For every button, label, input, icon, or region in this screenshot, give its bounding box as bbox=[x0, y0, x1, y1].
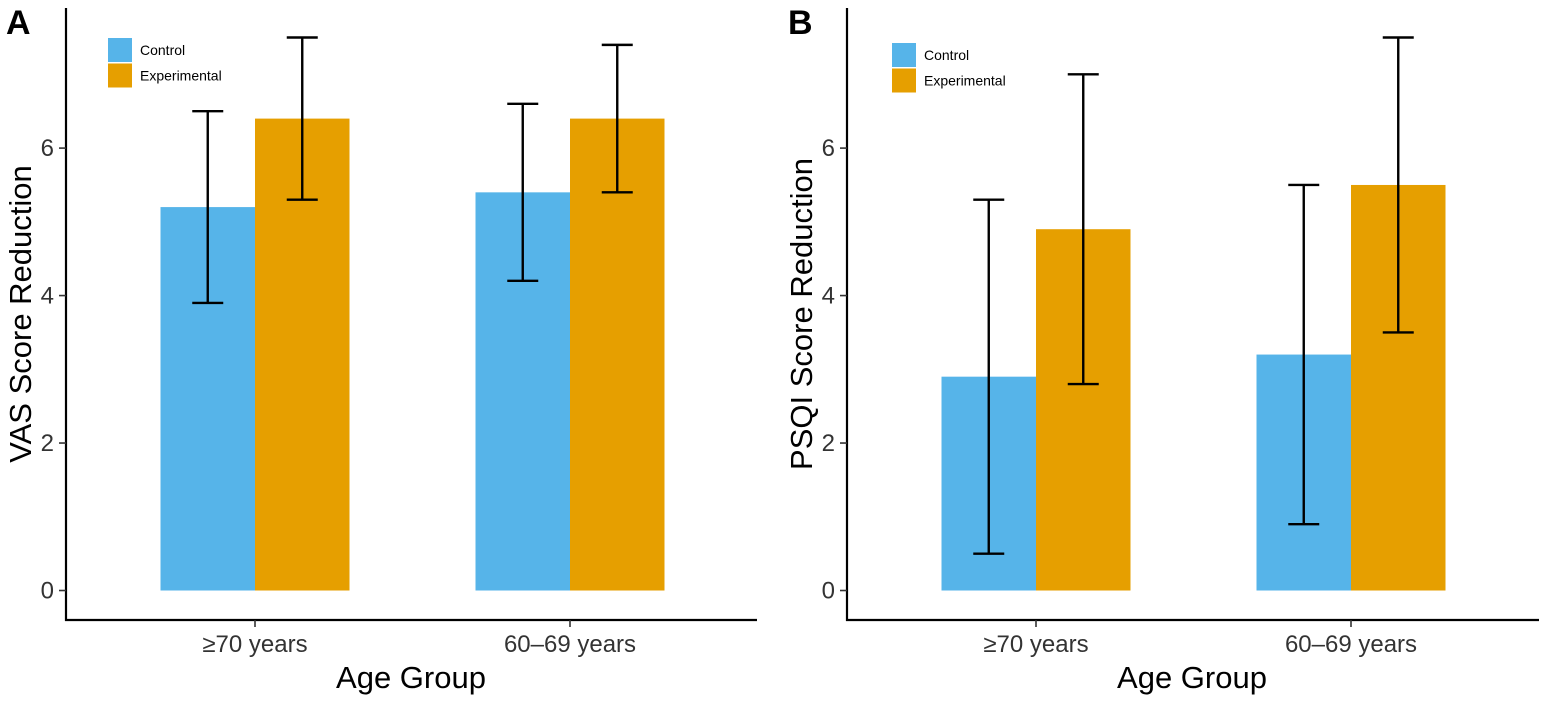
error-bar-control-1 bbox=[973, 198, 1005, 555]
error-bar-experimental-2 bbox=[601, 43, 633, 194]
legend-label-experimental: Experimental bbox=[924, 73, 1006, 89]
error-bar-experimental-2 bbox=[1382, 36, 1414, 334]
bar-experimental-2 bbox=[570, 118, 665, 591]
error-bar-control-1 bbox=[192, 110, 224, 305]
panel-b-chart: B 0 2 4 6 ≥70 years 60–69 years Age Group PSQI S… bbox=[784, 4, 1539, 695]
y-tick-label: 0 bbox=[822, 578, 835, 605]
panel-a-chart: A 0 2 4 6 ≥70 years 60–69 years Age Group VAS Sc… bbox=[3, 4, 757, 695]
y-tick-label: 2 bbox=[822, 430, 835, 457]
x-tick-label: ≥70 years bbox=[983, 631, 1088, 658]
error-bar-control-2 bbox=[507, 102, 539, 283]
error-bar-experimental-1 bbox=[1067, 73, 1099, 386]
x-tick-label: 60–69 years bbox=[1285, 631, 1417, 658]
panel-letter: B bbox=[788, 4, 813, 42]
x-axis-title: Age Group bbox=[336, 660, 486, 695]
y-tick-label: 2 bbox=[41, 430, 54, 457]
legend-label-experimental: Experimental bbox=[140, 68, 222, 84]
legend: Control Experimental bbox=[892, 43, 1006, 93]
legend-swatch-control bbox=[108, 38, 132, 62]
y-tick-label: 4 bbox=[41, 283, 54, 310]
legend-swatch-experimental bbox=[892, 68, 916, 93]
legend: Control Experimental bbox=[108, 38, 222, 88]
x-axis-title: Age Group bbox=[1117, 660, 1267, 695]
legend-label-control: Control bbox=[924, 47, 969, 63]
legend-swatch-control bbox=[892, 43, 916, 67]
y-axis-title: VAS Score Reduction bbox=[3, 165, 38, 463]
panel-letter: A bbox=[6, 4, 31, 42]
legend-swatch-experimental bbox=[108, 63, 132, 88]
y-tick-label: 0 bbox=[41, 578, 54, 605]
y-tick-label: 6 bbox=[41, 135, 54, 162]
error-bar-control-2 bbox=[1288, 183, 1320, 526]
error-bar-experimental-1 bbox=[286, 36, 318, 201]
x-tick-label: 60–69 years bbox=[504, 631, 636, 658]
x-tick-label: ≥70 years bbox=[202, 631, 307, 658]
legend-label-control: Control bbox=[140, 42, 185, 58]
y-tick-label: 6 bbox=[822, 135, 835, 162]
y-axis-title: PSQI Score Reduction bbox=[784, 158, 819, 470]
y-tick-label: 4 bbox=[822, 283, 835, 310]
